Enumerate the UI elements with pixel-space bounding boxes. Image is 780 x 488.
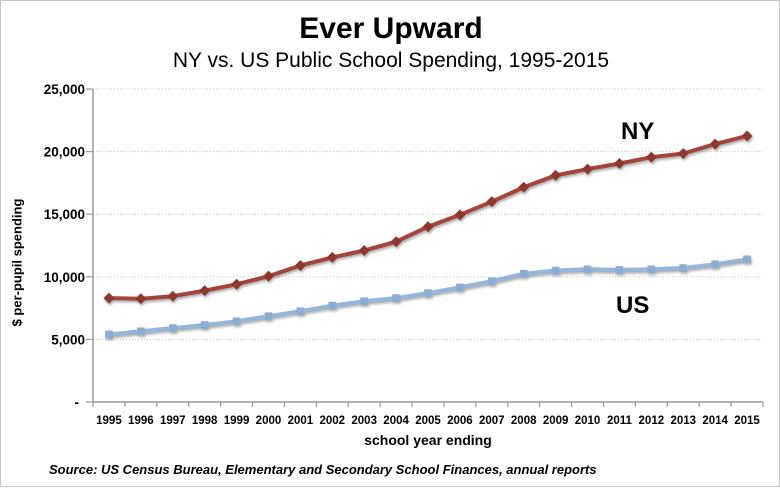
chart-title: Ever Upward xyxy=(299,12,483,45)
y-tick-label: 25,000 xyxy=(44,82,85,97)
ny-data-point-marker xyxy=(358,245,370,257)
us-data-point-marker xyxy=(360,297,368,306)
ny-data-point-marker xyxy=(390,236,402,248)
ny-data-point-marker xyxy=(103,292,115,304)
us-data-point-marker xyxy=(583,265,592,274)
ny-data-point-marker xyxy=(294,260,306,272)
ny-data-point-marker xyxy=(326,251,338,263)
x-tick-label: 2000 xyxy=(256,415,282,427)
ny-data-point-marker xyxy=(709,138,721,150)
x-tick-label: 2010 xyxy=(575,415,601,427)
us-data-point-marker xyxy=(456,283,464,292)
us-data-point-marker xyxy=(392,294,400,302)
chart-subtitle: NY vs. US Public School Spending, 1995-2… xyxy=(172,49,610,72)
us-data-point-marker xyxy=(519,269,528,278)
ny-data-point-marker xyxy=(231,278,243,290)
y-tick-label: - xyxy=(75,395,80,410)
us-data-point-marker xyxy=(647,265,656,274)
ny-data-point-marker xyxy=(454,209,466,221)
ny-data-point-marker xyxy=(518,181,530,193)
x-tick-label: 2007 xyxy=(479,415,505,427)
us-data-point-marker xyxy=(328,301,337,310)
x-tick-label: 2002 xyxy=(319,415,345,427)
ny-data-point-marker xyxy=(645,151,657,163)
x-tick-label: 1997 xyxy=(160,415,186,427)
ny-data-point-marker xyxy=(262,270,274,282)
us-data-point-marker xyxy=(615,266,624,274)
ny-data-point-marker xyxy=(135,293,147,305)
us-data-point-marker xyxy=(551,266,560,275)
source-note: Source: US Census Bureau, Elementary and… xyxy=(49,462,597,477)
us-data-point-marker xyxy=(264,312,273,321)
x-tick-label: 2015 xyxy=(734,415,760,427)
us-data-point-marker xyxy=(424,289,432,297)
x-tick-label: 2011 xyxy=(607,415,633,427)
us-data-point-marker xyxy=(200,321,209,329)
x-axis-title: school year ending xyxy=(364,432,492,448)
x-tick-label: 2013 xyxy=(670,415,696,427)
x-tick-label: 2008 xyxy=(511,415,537,427)
us-data-point-marker xyxy=(296,307,305,316)
ny-data-point-marker xyxy=(486,196,498,208)
x-tick-label: 2003 xyxy=(351,415,377,427)
x-tick-label: 2001 xyxy=(288,415,314,427)
x-tick-label: 2012 xyxy=(639,415,665,427)
x-tick-label: 2004 xyxy=(383,415,409,427)
x-tick-label: 2009 xyxy=(543,415,569,427)
ny-data-point-marker xyxy=(677,147,689,159)
x-tick-label: 2006 xyxy=(447,415,473,427)
ny-series xyxy=(103,130,753,305)
us-data-point-marker xyxy=(105,330,113,339)
ny-series-label: NY xyxy=(621,118,655,145)
y-tick-label: 15,000 xyxy=(44,207,85,222)
ny-data-point-marker xyxy=(582,163,594,175)
y-tick-label: 20,000 xyxy=(44,145,85,160)
x-tick-label: 1995 xyxy=(96,415,122,427)
x-tick-label: 2014 xyxy=(702,415,728,427)
us-data-point-marker xyxy=(679,264,688,272)
ny-data-point-marker xyxy=(422,221,434,233)
ny-data-point-marker xyxy=(741,130,753,142)
x-tick-label: 1998 xyxy=(192,415,218,427)
ny-data-point-marker xyxy=(613,157,625,169)
x-tick-label: 2005 xyxy=(415,415,441,427)
us-data-point-marker xyxy=(137,327,145,336)
x-tick-label: 1996 xyxy=(128,415,154,427)
us-series xyxy=(105,255,751,339)
us-data-point-marker xyxy=(232,317,241,326)
us-data-point-marker xyxy=(711,260,719,269)
y-tick-label: 10,000 xyxy=(44,270,85,285)
ny-data-point-marker xyxy=(199,285,211,297)
us-data-point-marker xyxy=(743,255,751,264)
x-tick-label: 1999 xyxy=(224,415,250,427)
y-tick-label: 5,000 xyxy=(51,332,85,347)
us-data-point-marker xyxy=(488,277,496,285)
ny-data-point-marker xyxy=(167,290,179,302)
us-series-label: US xyxy=(616,292,650,319)
ny-data-point-marker xyxy=(550,169,562,181)
us-data-point-marker xyxy=(168,324,177,332)
